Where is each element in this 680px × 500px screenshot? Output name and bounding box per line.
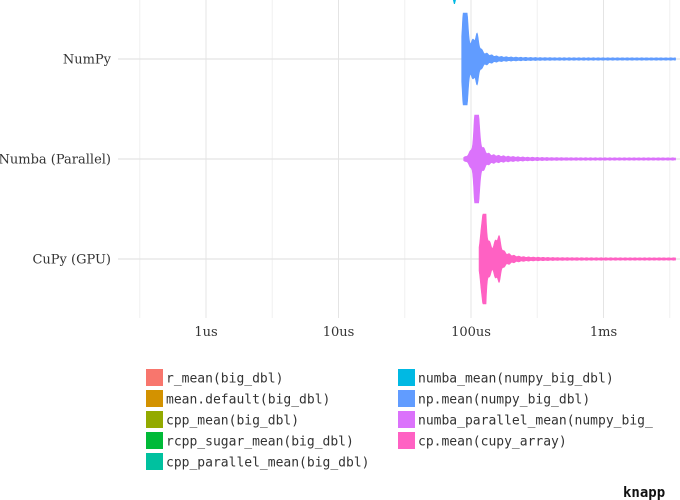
x-tick-label: 100us xyxy=(451,325,491,340)
legend-swatch xyxy=(146,411,163,428)
legend-swatch xyxy=(398,432,415,449)
x-tick-label: 10us xyxy=(323,325,355,340)
x-tick-label: 1us xyxy=(194,325,217,340)
y-tick-label: Numba (Parallel) xyxy=(0,153,111,168)
x-axis: 1us 10us 100us 1ms xyxy=(194,325,617,340)
legend-label: mean.default(big_dbl) xyxy=(166,393,330,408)
legend-label: cpp_parallel_mean(big_dbl) xyxy=(166,456,370,471)
caption: knapp xyxy=(623,485,665,500)
legend-label: cpp_mean(big_dbl) xyxy=(166,414,299,429)
y-tick-label: CuPy (GPU) xyxy=(32,253,111,268)
legend-swatch xyxy=(146,453,163,470)
legend-swatch xyxy=(146,432,163,449)
y-tick-label: NumPy xyxy=(63,53,112,68)
legend-swatch xyxy=(146,369,163,386)
legend-label: numba_parallel_mean(numpy_big_ xyxy=(418,414,653,429)
legend-label: rcpp_sugar_mean(big_dbl) xyxy=(166,435,354,450)
violin-partial-top xyxy=(452,0,456,4)
legend-swatch xyxy=(398,390,415,407)
legend-swatch xyxy=(398,411,415,428)
violin-cupy-gpu- xyxy=(478,213,676,305)
legend: r_mean(big_dbl) mean.default(big_dbl) cpp_… xyxy=(146,369,653,471)
legend-label: np.mean(numpy_big_dbl) xyxy=(418,393,590,408)
legend-label: cp.mean(cupy_array) xyxy=(418,435,567,450)
y-axis: NumPy Numba (Parallel) CuPy (GPU) xyxy=(0,53,112,268)
legend-label: r_mean(big_dbl) xyxy=(166,372,283,387)
legend-label: numba_mean(numpy_big_dbl) xyxy=(418,372,614,387)
violin-numba-parallel- xyxy=(463,114,676,204)
violins xyxy=(452,0,676,305)
legend-swatch xyxy=(398,369,415,386)
x-tick-label: 1ms xyxy=(590,325,617,340)
violin-numpy xyxy=(461,12,676,106)
legend-swatch xyxy=(146,390,163,407)
